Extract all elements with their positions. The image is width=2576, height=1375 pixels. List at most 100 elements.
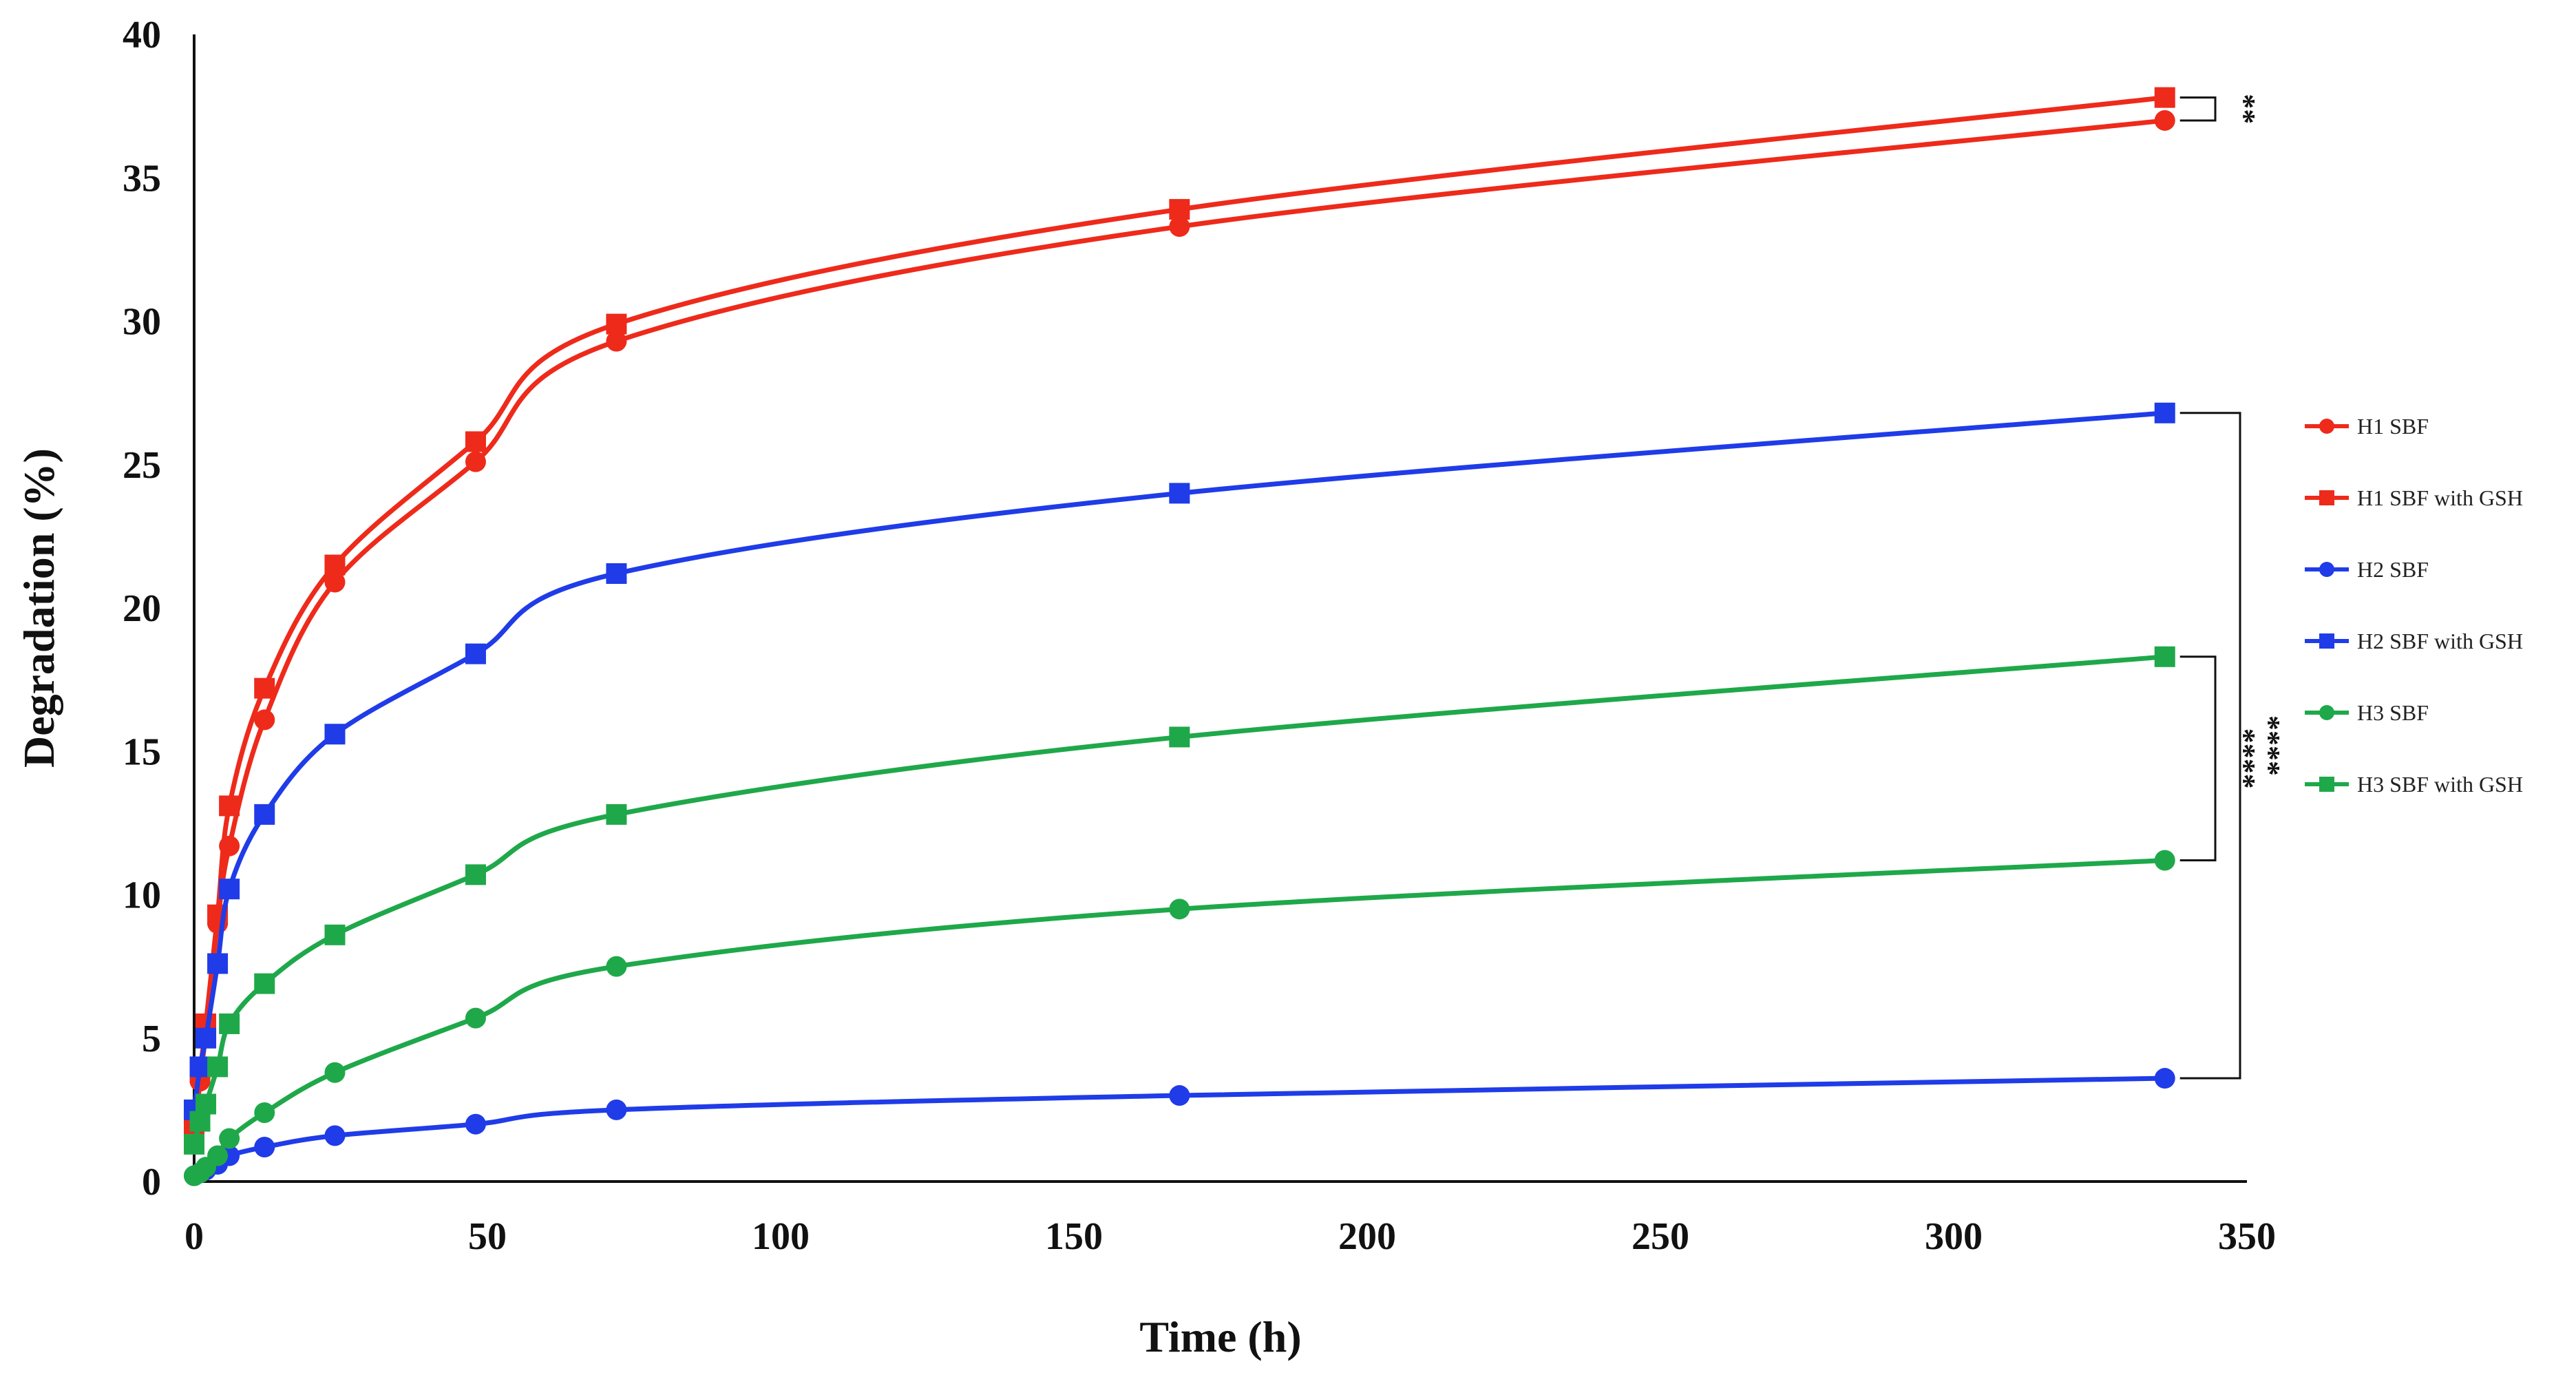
series-h2-sbf — [184, 1068, 2175, 1186]
data-point — [219, 795, 240, 817]
data-point — [207, 1056, 229, 1078]
legend-marker — [2319, 633, 2334, 649]
data-point — [1169, 1085, 1190, 1106]
legend-item-h3-sbf-with-gsh: H3 SBF with GSH — [2305, 772, 2523, 797]
legend-item-h2-sbf-with-gsh: H2 SBF with GSH — [2305, 629, 2523, 653]
data-point — [2154, 850, 2175, 871]
x-tick-label: 300 — [1925, 1215, 1983, 1258]
x-axis-title: Time (h) — [1139, 1312, 1301, 1361]
legend-marker — [2319, 705, 2334, 720]
legend-item-h1-sbf-with-gsh: H1 SBF with GSH — [2305, 485, 2523, 510]
data-point — [1169, 216, 1190, 238]
data-point — [465, 643, 486, 664]
series-line — [191, 95, 2168, 1133]
data-point — [254, 678, 275, 699]
x-tick-label: 150 — [1045, 1215, 1103, 1258]
data-point — [324, 724, 346, 745]
significance-label: **** — [2252, 715, 2286, 776]
x-tick-label: 200 — [1338, 1215, 1396, 1258]
y-tick-label: 0 — [142, 1161, 161, 1204]
significance-bracket: **** — [2179, 655, 2261, 862]
data-point — [465, 1113, 486, 1135]
legend-label: H2 SBF with GSH — [2357, 629, 2523, 653]
legend-marker — [2319, 777, 2334, 792]
legend-label: H3 SBF — [2357, 700, 2429, 725]
data-point — [606, 563, 627, 585]
data-point — [606, 804, 627, 825]
y-axis-title: Degradation (%) — [14, 448, 63, 768]
data-point — [184, 1133, 204, 1155]
x-tick-label: 100 — [752, 1215, 810, 1258]
series-h3-sbf-with-gsh — [184, 646, 2175, 1155]
legend-marker — [2319, 419, 2334, 434]
data-point — [606, 1099, 627, 1120]
data-point — [207, 953, 229, 974]
legend-item-h2-sbf: H2 SBF — [2305, 557, 2429, 582]
data-point — [1169, 899, 1190, 920]
significance-bracket: ** — [2179, 94, 2261, 124]
data-point — [465, 431, 486, 452]
series-line — [191, 118, 2168, 1138]
significance-label: ** — [2228, 94, 2261, 124]
legend-label: H1 SBF with GSH — [2357, 485, 2523, 510]
series-h1-sbf — [184, 109, 2175, 1146]
legend-label: H3 SBF with GSH — [2357, 772, 2523, 797]
data-point — [254, 973, 275, 994]
y-tick-label: 40 — [123, 14, 161, 56]
data-point — [606, 956, 627, 977]
data-point — [465, 864, 486, 885]
data-point — [2154, 109, 2175, 131]
data-point — [1169, 199, 1190, 220]
legend-label: H2 SBF — [2357, 557, 2429, 582]
legend-marker — [2319, 562, 2334, 577]
legend-label: H1 SBF — [2357, 414, 2429, 439]
series-line — [191, 410, 2168, 1113]
data-point — [196, 1027, 217, 1049]
significance-bracket: **** — [2179, 412, 2286, 1080]
data-point — [324, 924, 346, 945]
data-point — [254, 1137, 275, 1158]
x-tick-label: 50 — [468, 1215, 507, 1258]
data-point — [465, 1007, 486, 1029]
data-point — [465, 451, 486, 472]
data-point — [207, 1145, 229, 1166]
data-point — [324, 1062, 346, 1083]
series-h3-sbf — [184, 850, 2175, 1186]
series-h1-sbf-with-gsh — [184, 87, 2175, 1141]
data-point — [324, 1125, 346, 1146]
y-tick-label: 30 — [123, 301, 161, 344]
legend-item-h1-sbf: H1 SBF — [2305, 414, 2429, 439]
data-point — [324, 554, 346, 576]
y-tick-label: 5 — [142, 1018, 161, 1060]
bracket-layer: ********** — [2179, 94, 2286, 1080]
data-point — [324, 571, 346, 593]
data-point — [219, 1013, 240, 1034]
data-point — [1169, 726, 1190, 748]
data-point — [606, 330, 627, 352]
y-tick-label: 15 — [123, 731, 161, 773]
x-tick-label: 250 — [1632, 1215, 1689, 1258]
data-point — [219, 879, 240, 900]
data-point — [254, 804, 275, 825]
y-tick-label: 10 — [123, 874, 161, 917]
significance-label: **** — [2228, 728, 2261, 789]
data-point — [189, 1056, 211, 1078]
legend: H1 SBF H1 SBF with GSH H2 SBF H2 SBF with G… — [2305, 414, 2523, 797]
bracket-line — [2179, 412, 2241, 1080]
x-tick-label: 0 — [184, 1215, 204, 1258]
data-point — [2154, 402, 2175, 423]
data-point — [2154, 1068, 2175, 1089]
data-point — [2154, 87, 2175, 108]
series-layer — [184, 87, 2175, 1186]
data-point — [254, 709, 275, 731]
series-h2-sbf-with-gsh — [184, 402, 2175, 1120]
x-tick-label: 350 — [2218, 1215, 2276, 1258]
data-point — [1169, 483, 1190, 504]
data-point — [2154, 646, 2175, 667]
data-point — [254, 1102, 275, 1124]
data-point — [196, 1093, 217, 1115]
y-tick-label: 20 — [123, 587, 161, 630]
bracket-line — [2179, 96, 2217, 122]
